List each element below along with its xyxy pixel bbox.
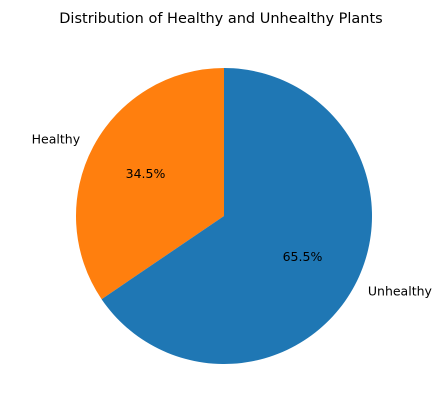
pie-slices [75,68,372,364]
pie-slice-unhealthy [101,68,372,364]
pie-slice-healthy [75,68,224,300]
slice-label-healthy: Healthy [32,131,81,146]
chart-title: Distribution of Healthy and Unhealthy Pl… [59,11,382,27]
slice-label-unhealthy: Unhealthy [368,284,432,299]
slice-percent-healthy: 34.5% [126,166,166,181]
pie-labels: Healthy 34.5% Unhealthy 65.5% [32,131,432,298]
slice-percent-unhealthy: 65.5% [283,249,323,264]
